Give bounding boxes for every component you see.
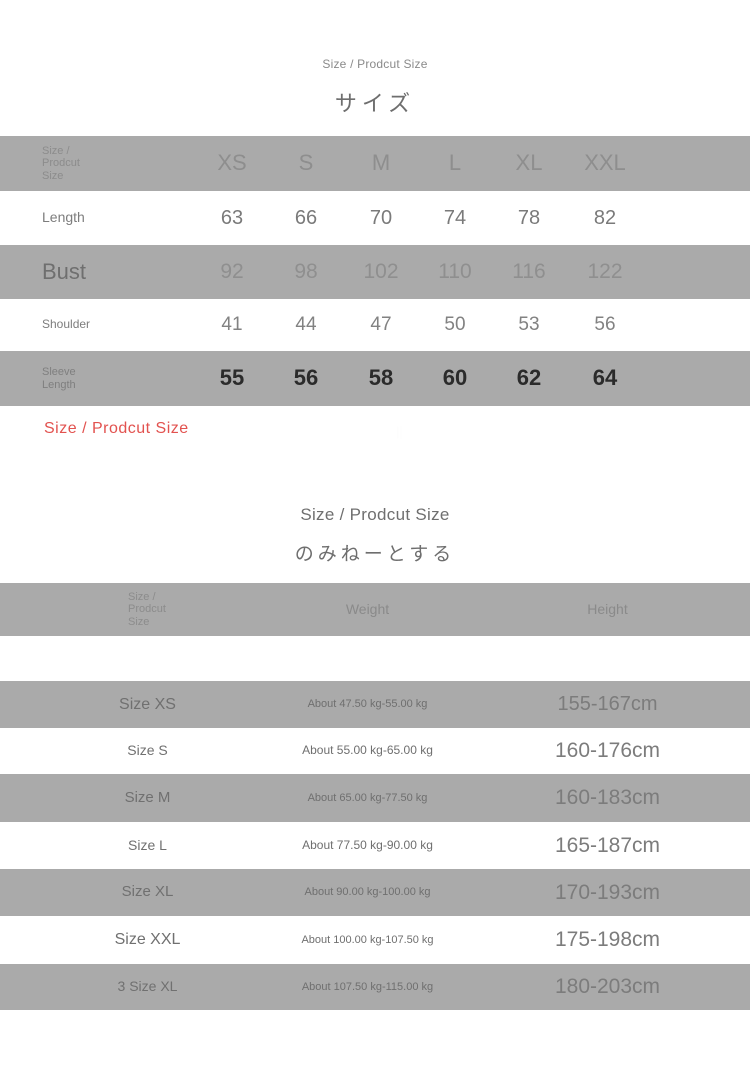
size-table-header-s: S (298, 150, 314, 176)
shoulder-s: 44 (295, 314, 317, 336)
row-size-s: Size S (127, 742, 168, 759)
table-row: Size XS About 47.50 kg-55.00 kg 155-167c… (0, 681, 750, 728)
length-m: 70 (369, 206, 393, 229)
size-table-header-row: Size / Prodcut Size XS S M L XL XXL (0, 136, 750, 191)
section1-heading: Size / Prodcut Size サイズ (0, 0, 750, 136)
section1-subtitle: Size / Prodcut Size (322, 57, 428, 71)
size-note-red: Size / Prodcut Size (44, 420, 189, 437)
table-row: Size XL About 90.00 kg-100.00 kg 170-193… (0, 869, 750, 916)
table-row: Sleeve Length 55 56 58 60 62 64 (0, 351, 750, 406)
row-height-size-s: 160-176cm (554, 739, 661, 763)
row-label-bust: Bust (42, 258, 87, 284)
row-label-shoulder: Shoulder (42, 317, 91, 332)
table-row: Length 63 66 70 74 78 82 (0, 191, 750, 245)
size-table-header-m: M (371, 150, 391, 176)
bust-m: 102 (363, 260, 399, 284)
length-xs: 63 (220, 206, 244, 229)
row-weight-size-xs: About 47.50 kg-55.00 kg (307, 698, 428, 711)
size-table-header-l: L (448, 150, 462, 176)
table-row: Size XXL About 100.00 kg-107.50 kg 175-1… (0, 916, 750, 964)
shoulder-xs: 41 (221, 314, 243, 336)
weight-height-header-weight: Weight (345, 600, 390, 617)
size-table-header-xxl: XXL (584, 150, 626, 176)
row-size-xxl: Size XXL (114, 931, 181, 949)
row-height-size-xs: 155-167cm (557, 693, 658, 716)
sleeve-xxl: 64 (592, 365, 618, 391)
weight-height-header-label: Size / Prodcut Size (128, 591, 166, 628)
row-height-size-xl: 170-193cm (554, 880, 661, 904)
row-height-size-l: 165-187cm (554, 833, 661, 857)
row-weight-size-s: About 55.00 kg-65.00 kg (302, 743, 433, 758)
shoulder-xl: 53 (518, 314, 540, 336)
section1-title: サイズ (334, 91, 416, 116)
row-label-sleeve-length: Sleeve Length (42, 366, 76, 391)
row-weight-size-m: About 65.00 kg-77.50 kg (307, 791, 428, 804)
row-weight-size-l: About 77.50 kg-90.00 kg (302, 837, 433, 852)
table-row: 3 Size XL About 107.50 kg-115.00 kg 180-… (0, 964, 750, 1010)
bust-xs: 92 (220, 260, 244, 284)
row-size-m: Size M (124, 788, 171, 806)
bust-xl: 116 (512, 260, 546, 284)
row-size-3-xl: 3 Size XL (117, 978, 178, 995)
length-l: 74 (443, 206, 467, 229)
row-height-size-xxl: 175-198cm (554, 928, 661, 952)
row-weight-size-xl: About 90.00 kg-100.00 kg (304, 886, 431, 899)
section2-subtitle: Size / Prodcut Size (300, 505, 450, 524)
length-xxl: 82 (593, 206, 617, 229)
row-weight-size-3-xl: About 107.50 kg-115.00 kg (301, 980, 434, 993)
row-size-xs: Size XS (119, 695, 176, 713)
shoulder-xxl: 56 (594, 314, 616, 336)
sleeve-s: 56 (293, 365, 319, 391)
size-table-header-xl: XL (515, 150, 543, 176)
sleeve-xl: 62 (516, 365, 542, 391)
table-row: Size M About 65.00 kg-77.50 kg 160-183cm (0, 774, 750, 822)
spacer-row (0, 636, 750, 681)
shoulder-m: 47 (370, 314, 392, 336)
bust-s: 98 (294, 260, 318, 284)
length-xl: 78 (517, 206, 541, 229)
table-row: Bust 92 98 102 110 116 122 (0, 245, 750, 299)
faint-mark: || (396, 424, 403, 439)
row-size-xl: Size XL (121, 883, 174, 901)
row-label-length: Length (42, 209, 85, 226)
bust-l: 110 (438, 260, 472, 284)
table-row: Size S About 55.00 kg-65.00 kg 160-176cm (0, 728, 750, 774)
weight-height-header-height: Height (587, 600, 628, 617)
weight-height-header-row: Size / Prodcut Size Weight Height (0, 583, 750, 636)
bust-xxl: 122 (587, 260, 623, 284)
table-row: Size L About 77.50 kg-90.00 kg 165-187cm (0, 822, 750, 869)
row-height-size-3-xl: 180-203cm (554, 975, 661, 999)
row-weight-size-xxl: About 100.00 kg-107.50 kg (301, 933, 434, 946)
table-row: Shoulder 41 44 47 50 53 56 (0, 299, 750, 351)
length-s: 66 (294, 206, 318, 229)
row-height-size-m: 160-183cm (554, 786, 661, 810)
sleeve-l: 60 (442, 365, 468, 391)
sleeve-xs: 55 (219, 365, 245, 391)
section2-title: のみねーとする (294, 544, 456, 565)
row-size-l: Size L (128, 836, 167, 853)
sleeve-m: 58 (368, 365, 394, 391)
size-table-header-label: Size / Prodcut Size (42, 145, 80, 182)
size-table-header-xs: XS (217, 150, 247, 176)
shoulder-l: 50 (444, 314, 466, 336)
